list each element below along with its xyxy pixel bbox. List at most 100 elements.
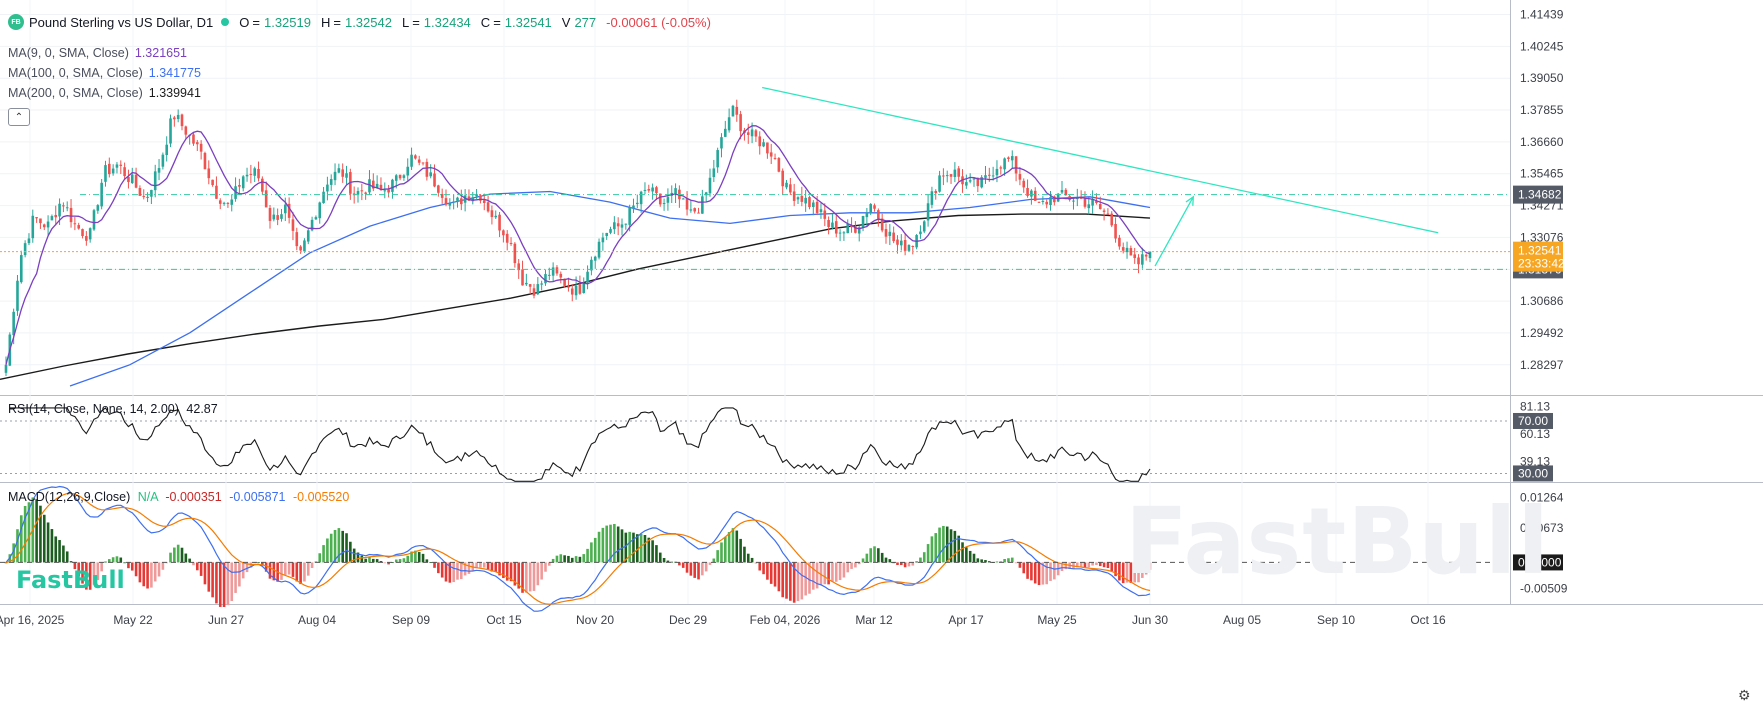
- macd-hist-bar: [528, 562, 532, 592]
- candle-up: [628, 207, 631, 225]
- candle-down: [173, 117, 176, 120]
- macd-hist-bar: [513, 562, 517, 586]
- candle-up: [907, 244, 911, 251]
- macd-hist-bar: [306, 562, 310, 576]
- candle-down: [1007, 157, 1010, 159]
- candle-down: [1083, 198, 1087, 207]
- macd-line: [5, 485, 1151, 612]
- rsi-legend[interactable]: RSI(14, Close, None, 14, 2.00) 42.87: [8, 402, 218, 416]
- macd-hist-bar: [1106, 562, 1110, 569]
- low-key: L: [401, 14, 410, 30]
- candle-up: [96, 205, 100, 211]
- candle-down: [697, 212, 700, 214]
- candle-up: [23, 243, 27, 256]
- candle-down: [655, 187, 658, 194]
- time-tick-label: May 22: [113, 613, 153, 627]
- macd-hist-bar: [1095, 562, 1098, 566]
- candle-up: [548, 274, 551, 276]
- macd-hist-bar: [81, 562, 84, 584]
- macd-hist-bar: [880, 552, 884, 563]
- macd-value-3: -0.005520: [292, 490, 350, 504]
- candle-down: [658, 193, 662, 205]
- candle-down: [184, 126, 188, 135]
- macd-hist-bar: [12, 543, 15, 563]
- macd-hist-bar: [62, 545, 65, 563]
- level-tag: [1513, 185, 1563, 204]
- rsi-level-label: 70.00: [1518, 414, 1548, 428]
- candle-up: [995, 168, 999, 176]
- macd-hist-bar: [574, 556, 578, 563]
- macd-hist-value: N/A: [137, 490, 158, 504]
- gear-icon[interactable]: ⚙: [1738, 687, 1751, 703]
- candle-down: [513, 243, 517, 264]
- candle-down: [873, 205, 876, 209]
- macd-hist-bar: [58, 540, 61, 563]
- rsi-level-tag: [1513, 465, 1553, 482]
- macd-hist-bar: [689, 562, 693, 576]
- collapse-legend-button[interactable]: ⌃: [8, 108, 30, 126]
- candle-up: [601, 237, 605, 243]
- macd-hist-bar: [972, 553, 976, 563]
- candle-down: [433, 173, 436, 187]
- candle-down: [379, 184, 383, 190]
- candle-down: [440, 193, 444, 198]
- price-tick-label: 1.30686: [1520, 294, 1564, 308]
- candle-up: [632, 205, 635, 209]
- candle-up: [593, 256, 597, 261]
- macd-hist-bar: [903, 562, 907, 568]
- ma100-legend[interactable]: MA(100, 0, SMA, Close) 1.341775: [8, 66, 201, 80]
- macd-hist-bar: [46, 522, 50, 563]
- candle-down: [528, 284, 532, 287]
- candle-down: [479, 195, 482, 201]
- candle-up: [900, 240, 903, 246]
- macd-hist-bar: [406, 555, 410, 563]
- time-tick-label: Apr 17: [948, 613, 984, 627]
- macd-hist-bar: [188, 558, 191, 563]
- macd-hist-bar: [789, 562, 792, 601]
- candle-up: [46, 221, 50, 228]
- candle-down: [555, 267, 559, 274]
- candle-down: [417, 159, 421, 163]
- candle-down: [482, 200, 486, 203]
- ma9-line: [5, 125, 1151, 365]
- macd-hist-bar: [988, 561, 991, 563]
- time-tick-label: Mar 12: [855, 613, 893, 627]
- macd-hist-bar: [976, 558, 980, 563]
- macd-pane: [0, 485, 1510, 612]
- macd-hist-bar: [953, 530, 957, 563]
- macd-hist-bar: [605, 525, 608, 563]
- macd-hist-bar: [643, 534, 647, 563]
- candle-down: [884, 229, 888, 237]
- candle-up: [104, 165, 107, 182]
- candle-up: [536, 284, 540, 295]
- macd-hist-bar: [444, 562, 448, 582]
- macd-hist-bar: [421, 553, 425, 563]
- candle-up: [456, 197, 459, 201]
- candle-up: [643, 189, 647, 191]
- macd-legend[interactable]: MACD(12,26,9,Close) N/A -0.000351 -0.005…: [8, 490, 349, 504]
- macd-hist-bar: [303, 562, 306, 582]
- candle-down: [1037, 201, 1041, 203]
- macd-hist-bar: [230, 562, 234, 602]
- macd-hist-bar: [926, 544, 930, 563]
- candle-up: [494, 215, 498, 218]
- drawings[interactable]: [0, 86, 1510, 270]
- macd-hist-bar: [942, 525, 945, 563]
- candle-up: [1076, 198, 1079, 200]
- ma200-legend[interactable]: MA(200, 0, SMA, Close) 1.339941: [8, 86, 201, 100]
- ma100-value: 1.341775: [148, 66, 201, 80]
- ma9-label: MA(9, 0, SMA, Close): [8, 46, 129, 60]
- macd-hist-bar: [639, 533, 643, 563]
- macd-hist-bar: [383, 562, 387, 564]
- symbol-title[interactable]: Pound Sterling vs US Dollar, D1: [29, 14, 214, 30]
- ma9-legend[interactable]: MA(9, 0, SMA, Close) 1.321651: [8, 46, 187, 60]
- candle-up: [831, 222, 834, 228]
- change-value: -0.00061 (-0.05%): [606, 14, 711, 30]
- current-price-tag: [1513, 241, 1563, 272]
- candle-up: [919, 231, 922, 235]
- candle-down: [39, 218, 42, 224]
- macd-hist-bar: [299, 562, 302, 585]
- macd-hist-bar: [100, 562, 103, 572]
- candle-up: [157, 168, 161, 173]
